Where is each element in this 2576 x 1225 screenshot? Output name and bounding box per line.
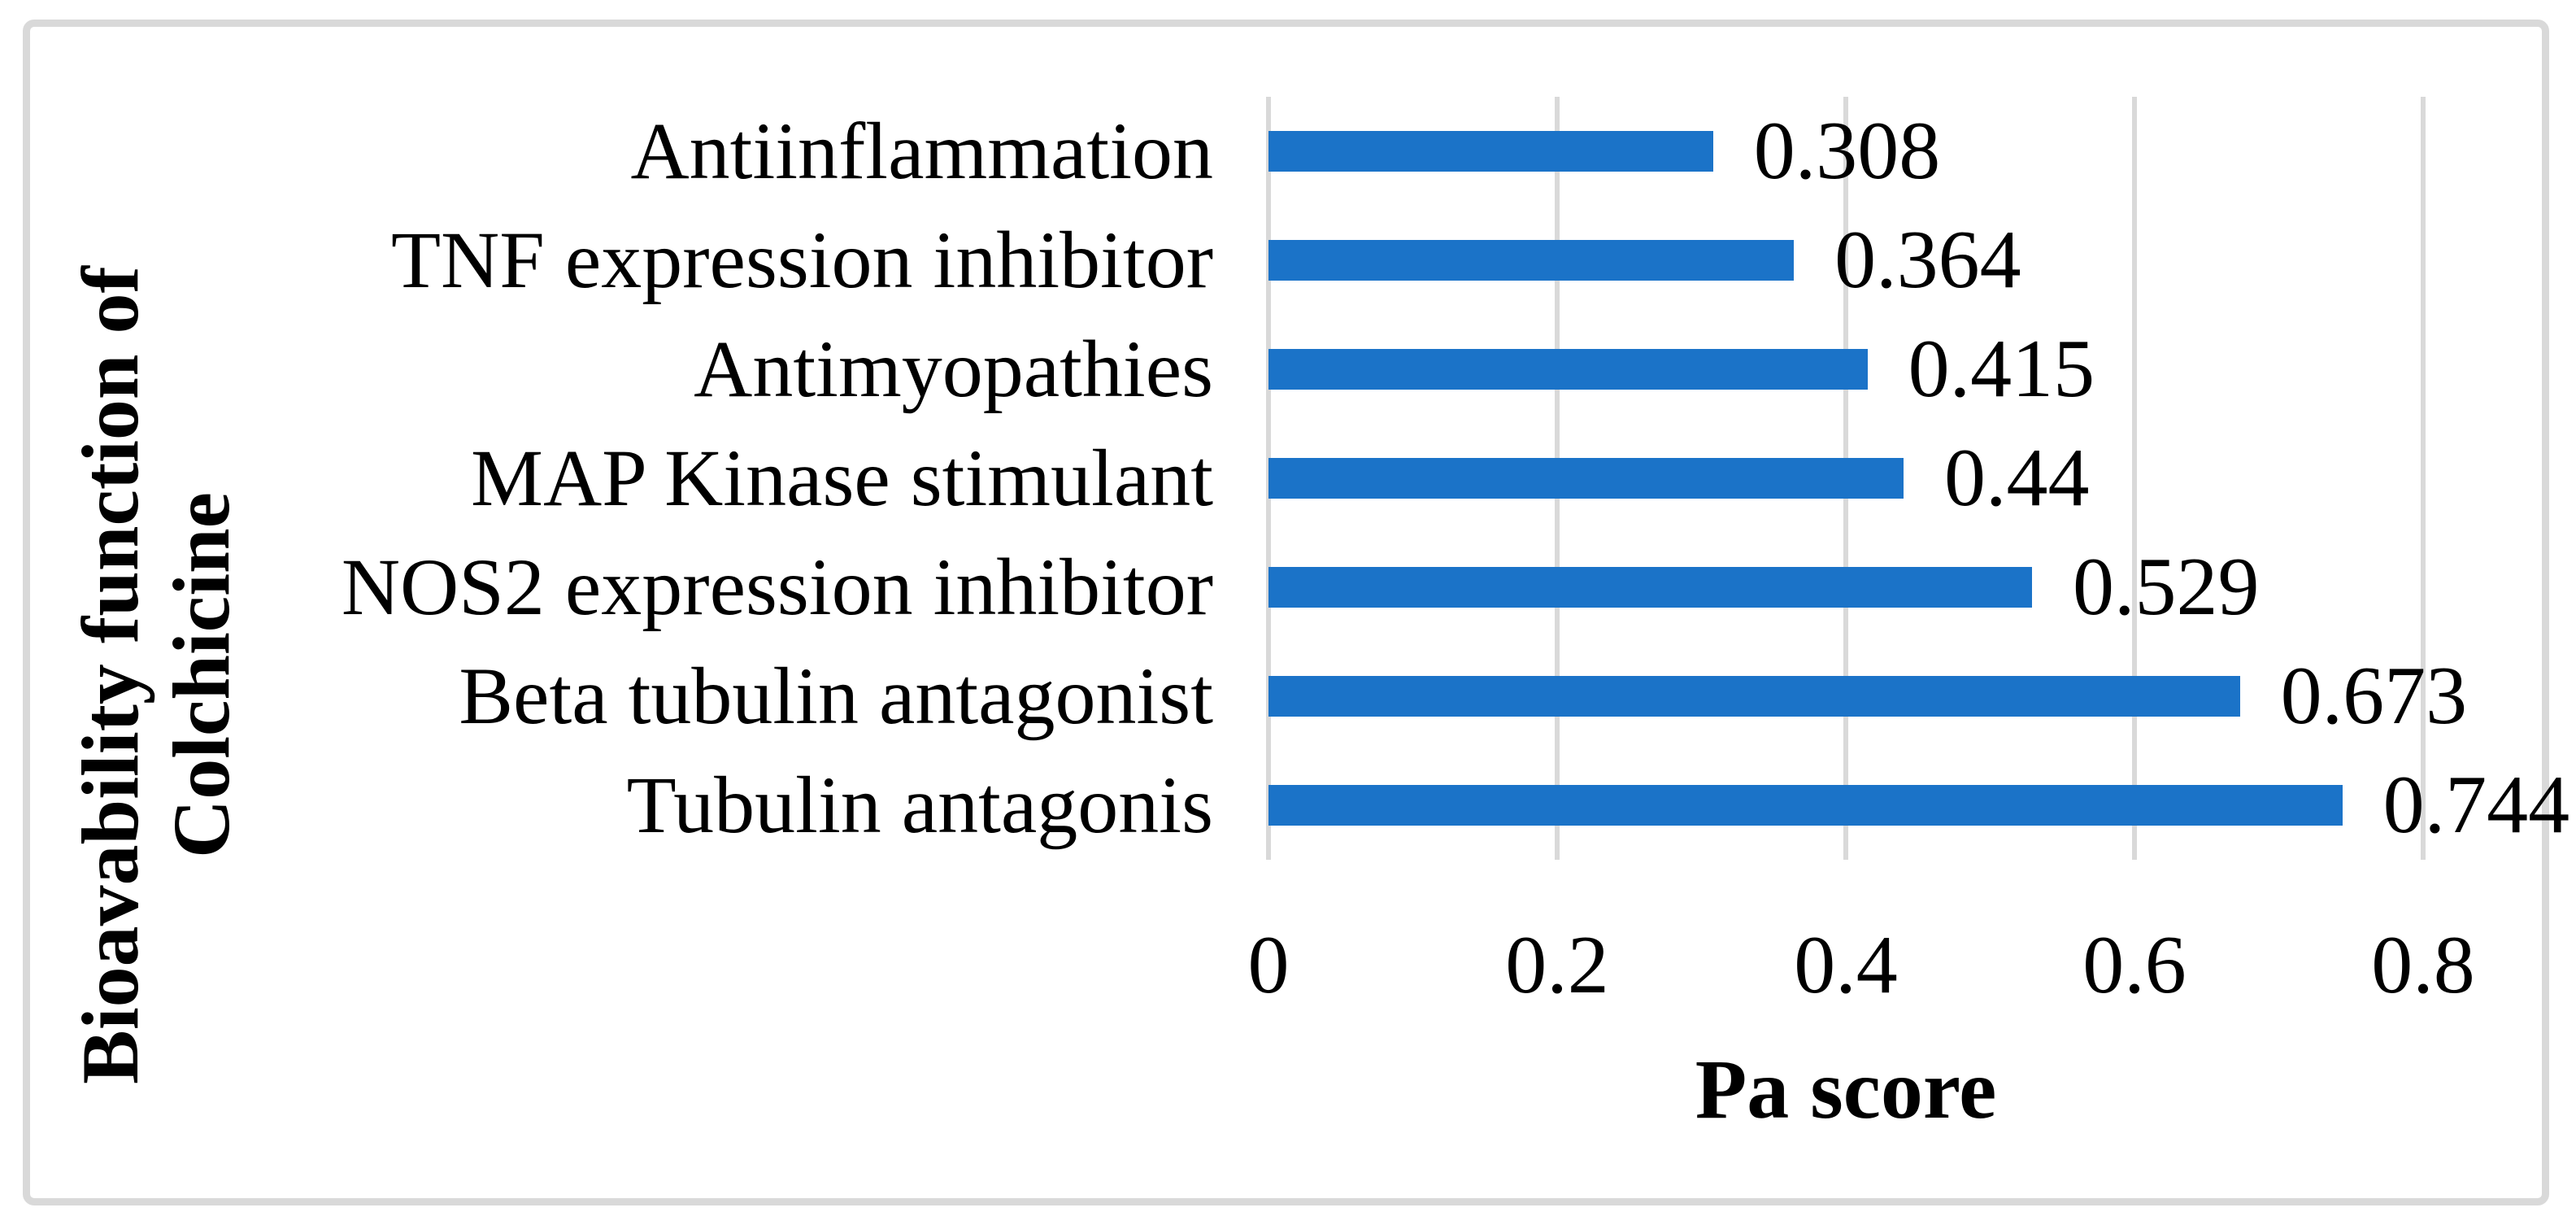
- chart-border-frame: [23, 20, 2549, 1205]
- bar-value-label-5: 0.673: [2280, 650, 2468, 742]
- bar-1: [1268, 240, 1795, 281]
- bar-value-label-2: 0.415: [1908, 323, 2095, 415]
- category-label-2: Antimyopathies: [694, 324, 1213, 414]
- category-axis: Antiinflammation TNF expression inhibitor…: [0, 97, 1213, 860]
- bar-3: [1268, 458, 1904, 499]
- category-label-5: Beta tubulin antagonist: [459, 651, 1213, 741]
- category-label-3: MAP Kinase stimulant: [471, 433, 1213, 523]
- bar-value-label-1: 0.364: [1834, 214, 2021, 306]
- bar-4: [1268, 567, 2032, 608]
- bar-value-label-6: 0.744: [2382, 759, 2570, 851]
- bar-value-label-0: 0.308: [1753, 105, 1941, 197]
- x-axis-title: Pa score: [1695, 1043, 1997, 1136]
- plot-area: 0.308 0.364 0.415 0.44 0.529 0.673 0.744: [1266, 97, 2569, 860]
- bar-value-label-3: 0.44: [1944, 432, 2090, 524]
- bar-6: [1268, 785, 2343, 826]
- bar-5: [1268, 676, 2240, 717]
- gridline-0.6: [2132, 97, 2137, 860]
- bar-value-label-4: 0.529: [2072, 541, 2260, 633]
- category-label-0: Antiinflammation: [630, 106, 1213, 196]
- category-label-1: TNF expression inhibitor: [390, 215, 1213, 305]
- gridline-0.8: [2421, 97, 2426, 860]
- bar-0: [1268, 131, 1713, 172]
- bar-2: [1268, 349, 1868, 390]
- category-label-4: NOS2 expression inhibitor: [341, 542, 1213, 632]
- category-label-6: Tubulin antagonis: [626, 760, 1213, 850]
